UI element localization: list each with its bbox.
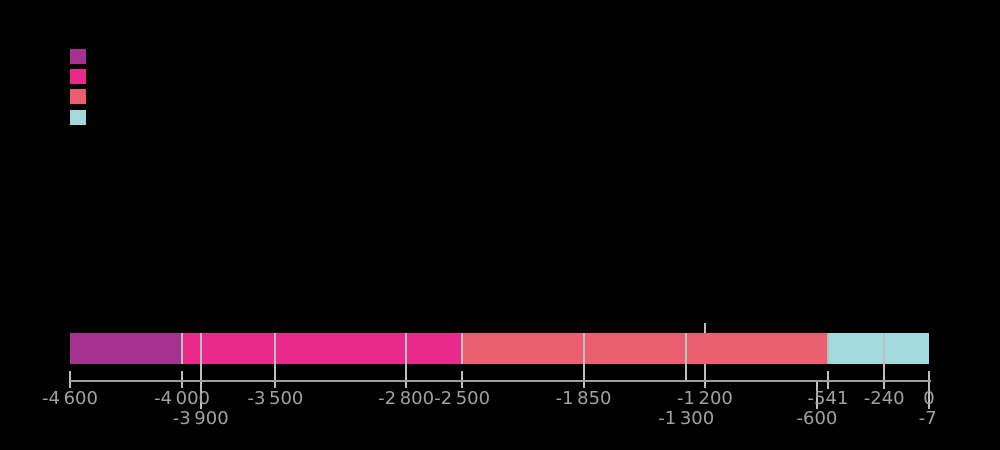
bar-segment: [182, 333, 463, 364]
x-axis-line: [70, 380, 931, 382]
axis-tick-label: -541: [807, 388, 849, 409]
legend-swatch: [70, 69, 86, 84]
axis-tick-label: -3 500: [247, 388, 304, 409]
legend-swatch: [70, 49, 86, 64]
legend-swatch: [70, 89, 86, 104]
bar-segment: [70, 333, 183, 364]
axis-tick: [582, 333, 585, 388]
axis-tick-label: -4 600: [42, 388, 98, 409]
axis-tick: [199, 333, 202, 409]
axis-tick: [405, 333, 408, 388]
axis-tick-label: -1 850: [555, 388, 612, 409]
legend-swatch: [70, 110, 86, 125]
segment-divider: [461, 333, 464, 364]
axis-tick: [274, 333, 277, 388]
axis-tick-label: -2 500: [434, 388, 491, 409]
segment-divider: [826, 333, 829, 364]
bar-segment: [827, 333, 929, 364]
axis-tick: [928, 371, 930, 409]
axis-tick-label: -600: [796, 408, 838, 429]
event-marker-line: [703, 323, 706, 333]
axis-tick-label: -4 000: [154, 388, 210, 409]
axis-tick: [461, 371, 464, 388]
axis-tick-label: 0: [923, 388, 935, 409]
axis-tick: [685, 333, 688, 380]
axis-tick-label: -1 200: [676, 388, 733, 409]
axis-tick-label: -7: [918, 408, 937, 429]
axis-tick-label: -3 900: [172, 408, 229, 429]
segment-divider: [181, 333, 184, 364]
axis-tick-label: -240: [863, 388, 905, 409]
event-marker-line: [703, 364, 706, 388]
axis-tick: [181, 371, 184, 388]
bar-segment: [462, 333, 828, 364]
axis-tick-label: -1 300: [658, 408, 715, 429]
axis-tick: [883, 333, 886, 389]
axis-tick: [69, 371, 71, 388]
axis-tick-label: -2 800: [378, 388, 435, 409]
axis-tick: [815, 380, 818, 409]
